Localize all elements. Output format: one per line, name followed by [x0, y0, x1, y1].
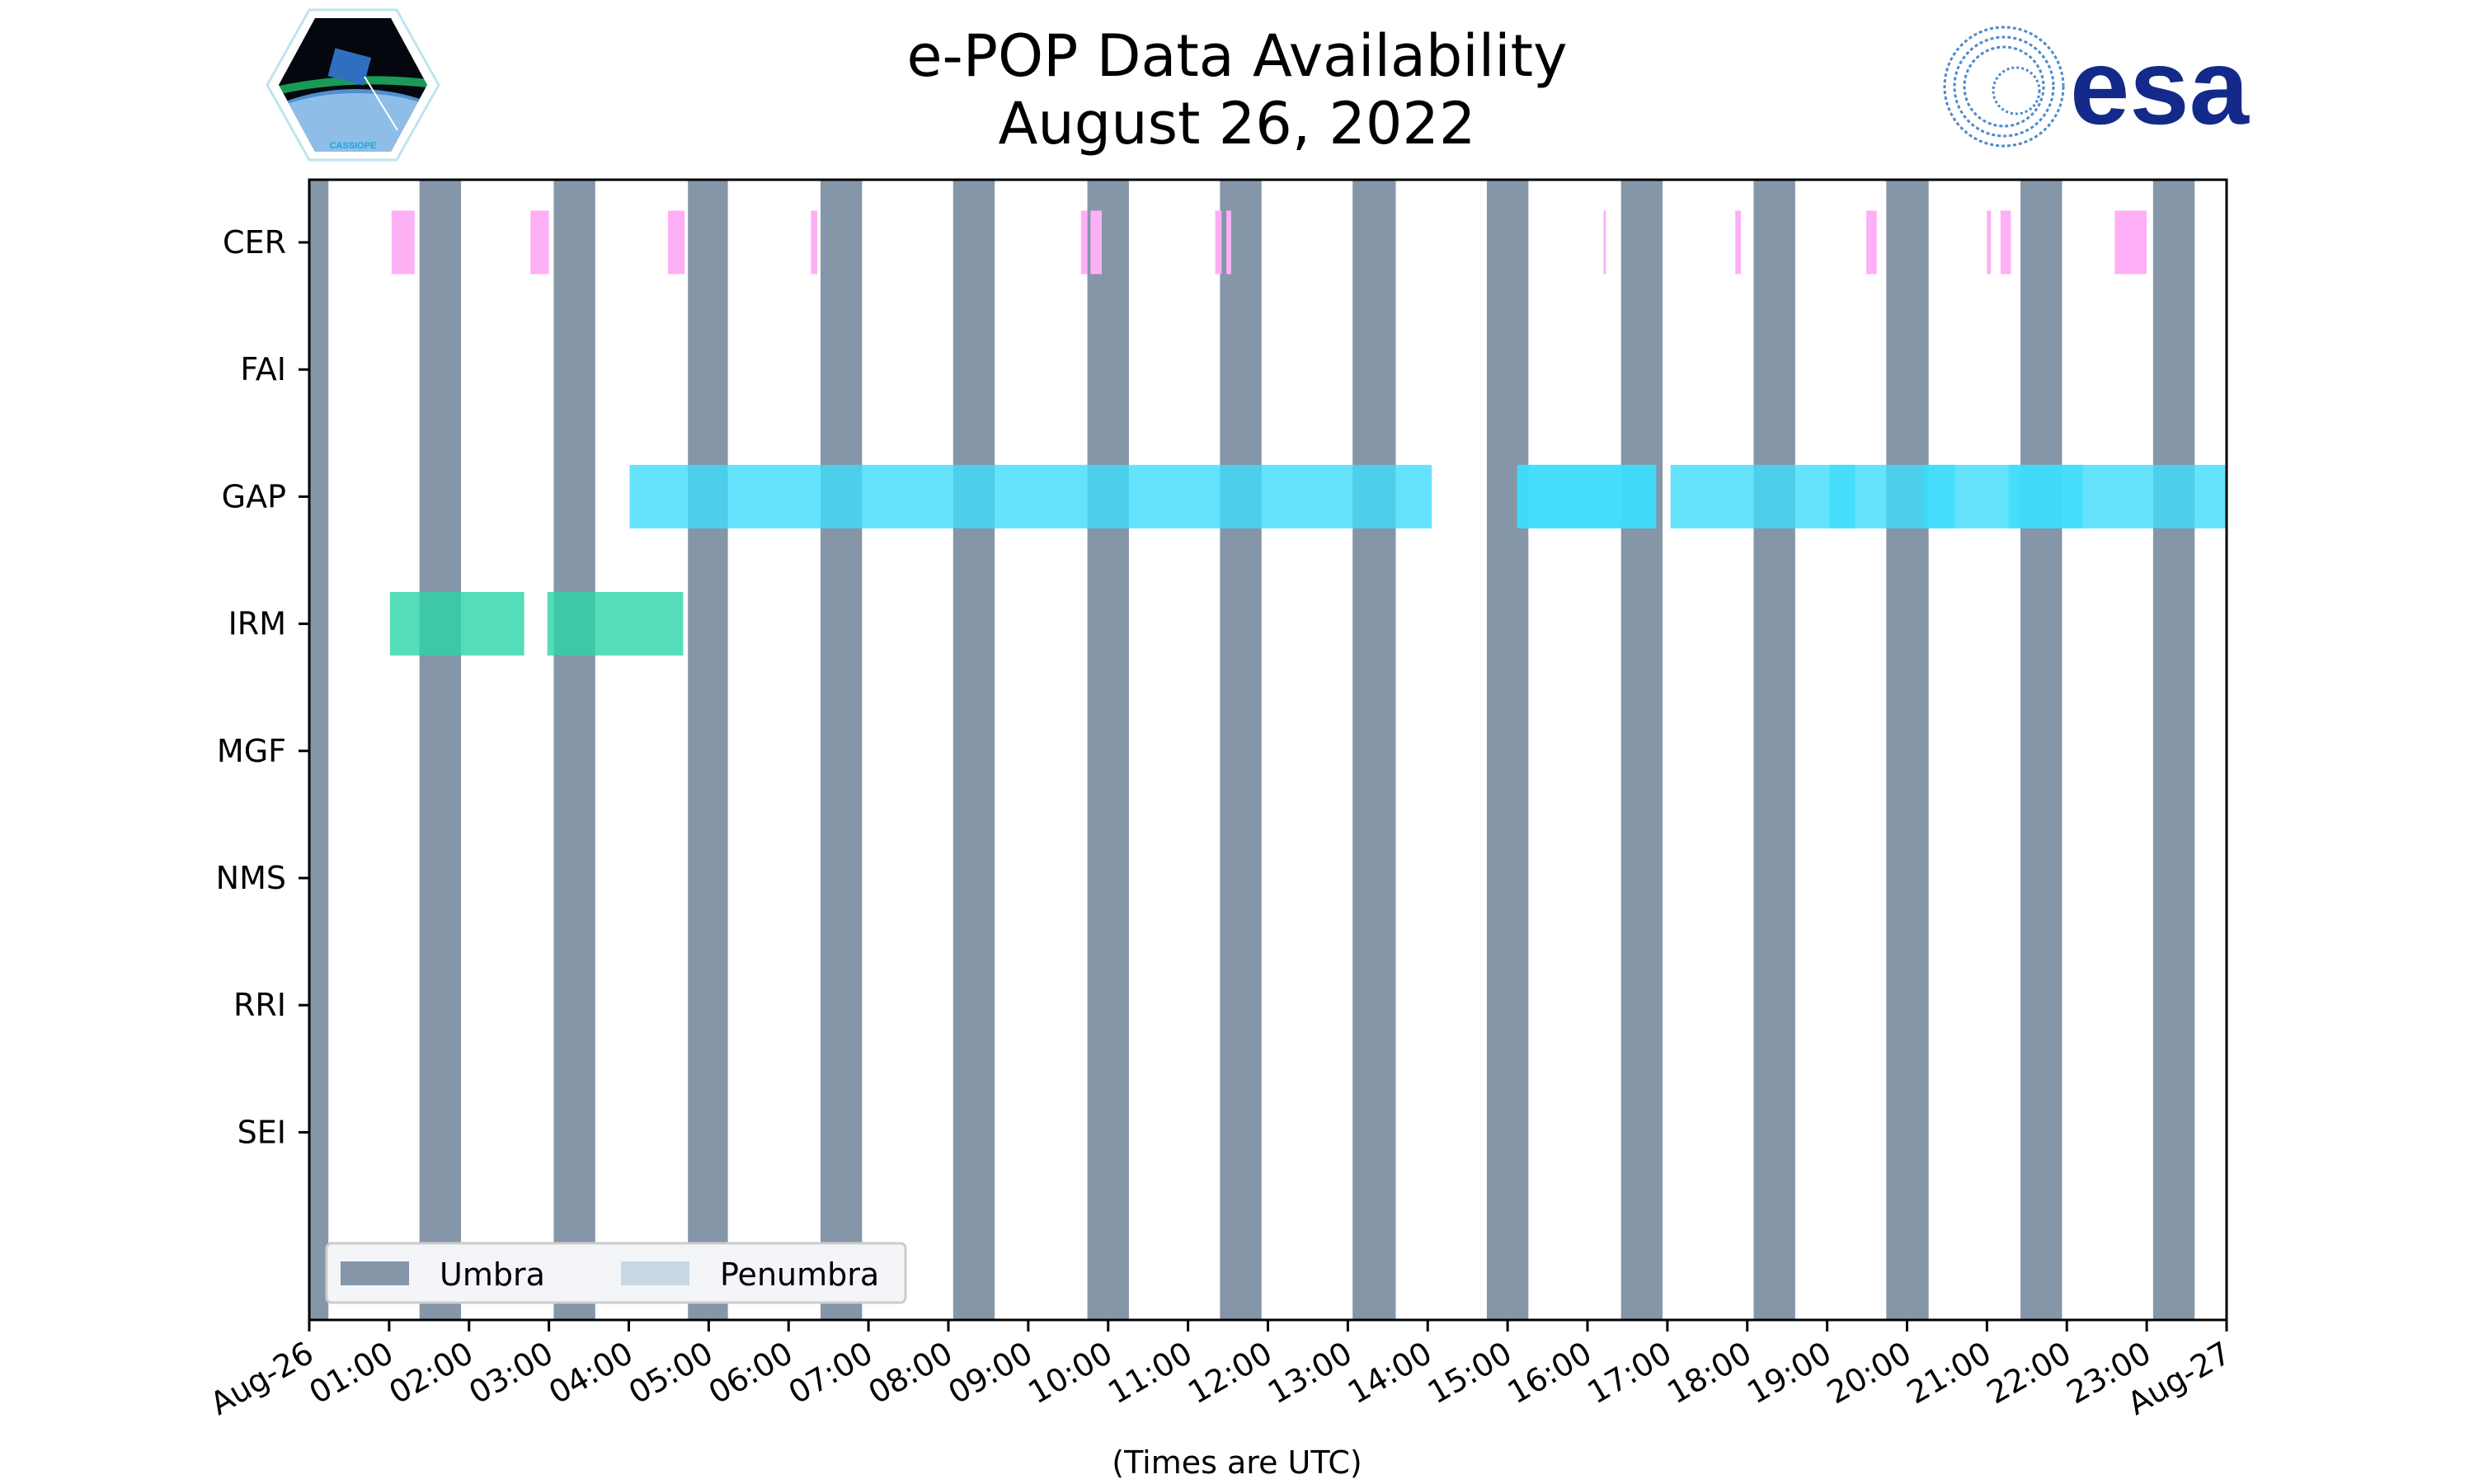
bar-cer: [1603, 210, 1606, 275]
bar-cer: [1215, 210, 1222, 275]
umbra-band: [1087, 180, 1129, 1320]
x-tick-label: 04:00: [543, 1335, 639, 1411]
bar-cer: [1080, 210, 1088, 275]
x-tick-label: 01:00: [303, 1335, 400, 1411]
bar-irm: [547, 592, 684, 656]
y-tick-label: GAP: [222, 478, 286, 514]
x-tick-label: 17:00: [1582, 1335, 1678, 1411]
umbra-band: [553, 180, 595, 1320]
x-tick-label: 06:00: [703, 1335, 799, 1411]
umbra-band: [1620, 180, 1663, 1320]
bar-cer: [1735, 210, 1741, 275]
y-tick-label: SEI: [238, 1114, 286, 1150]
cassiope-logo-text: CASSIOPE: [330, 141, 377, 151]
plot-frame: [308, 178, 2228, 1322]
x-tick-label: 15:00: [1422, 1335, 1518, 1411]
umbra-band: [821, 180, 863, 1320]
x-tick-label: 10:00: [1022, 1335, 1118, 1411]
esa-logo-text: esa: [2070, 26, 2251, 147]
x-tick-label: 12:00: [1182, 1335, 1278, 1411]
bar-gap: [2008, 464, 2083, 528]
x-tick-label: 11:00: [1102, 1335, 1198, 1411]
umbra-band: [688, 180, 728, 1320]
bar-cer: [2000, 210, 2011, 275]
umbra-band: [1886, 180, 1929, 1320]
legend-box: [325, 1242, 907, 1304]
bar-cer: [2114, 210, 2147, 275]
chart-title: e-POP Data Availability: [906, 22, 1568, 90]
x-tick-label: 09:00: [943, 1335, 1039, 1411]
bar-cer: [1090, 210, 1102, 275]
umbra-band: [2020, 180, 2062, 1320]
bar-gap: [1829, 464, 1856, 528]
bar-cer: [1226, 210, 1231, 275]
x-tick-label: 16:00: [1502, 1335, 1598, 1411]
legend-label-umbra: Umbra: [440, 1256, 545, 1293]
legend-swatch-umbra: [341, 1261, 409, 1285]
cassiope-logo: CASSIOPE: [266, 8, 440, 162]
y-tick-label: IRM: [228, 606, 286, 642]
x-tick-label: Aug-26: [204, 1335, 319, 1422]
x-axis-label: (Times are UTC): [1112, 1444, 1362, 1481]
bar-cer: [1987, 210, 1992, 275]
umbra-band: [1352, 180, 1396, 1320]
x-tick-label: 05:00: [623, 1335, 719, 1411]
umbra-band: [952, 180, 995, 1320]
y-tick-label: NMS: [216, 860, 286, 896]
x-tick-label: 20:00: [1821, 1335, 1917, 1411]
umbra-band: [2152, 180, 2195, 1320]
bar-cer: [811, 210, 818, 275]
bar-irm: [389, 592, 524, 656]
bar-cer: [1866, 210, 1877, 275]
umbra-band: [1486, 180, 1529, 1320]
umbra-band: [419, 180, 462, 1320]
x-tick-label: 19:00: [1741, 1335, 1837, 1411]
x-tick-label: 03:00: [463, 1335, 559, 1411]
x-tick-label: 02:00: [383, 1335, 479, 1411]
x-tick-label: 21:00: [1901, 1335, 1997, 1411]
umbra-band: [1753, 180, 1795, 1320]
esa-logo: esa: [1943, 26, 2251, 148]
umbra-band: [1220, 180, 1262, 1320]
x-tick-label: 07:00: [783, 1335, 879, 1411]
legend-label-penumbra: Penumbra: [720, 1256, 879, 1293]
x-tick-label: 08:00: [863, 1335, 959, 1411]
bar-cer: [391, 210, 415, 275]
bar-gap: [629, 464, 1432, 528]
y-tick-label: RRI: [233, 987, 286, 1023]
y-tick-label: FAI: [240, 351, 286, 387]
legend-swatch-penumbra: [621, 1261, 689, 1285]
x-tick-label: 13:00: [1262, 1335, 1358, 1411]
x-tick-label: 22:00: [1981, 1335, 2077, 1411]
x-tick-label: 14:00: [1342, 1335, 1438, 1411]
bar-cer: [667, 210, 685, 275]
umbra-band: [309, 180, 329, 1320]
bar-gap: [1922, 464, 1955, 528]
chart-subtitle: August 26, 2022: [998, 90, 1476, 157]
x-tick-label: 18:00: [1661, 1335, 1757, 1411]
bar-cer: [530, 210, 549, 275]
y-tick-label: CER: [223, 224, 286, 261]
y-tick-label: MGF: [217, 733, 286, 769]
bar-gap: [1517, 464, 1657, 528]
